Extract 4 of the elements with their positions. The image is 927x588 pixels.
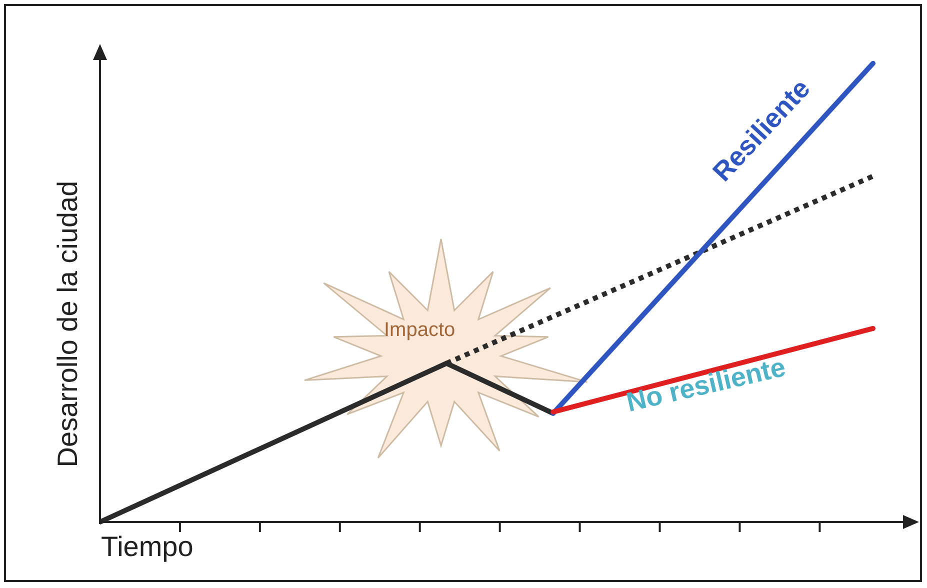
annotation: Impacto	[384, 319, 456, 342]
y-axis-title: Desarrollo de la ciudad	[52, 180, 84, 468]
text: No resiliente	[624, 352, 788, 418]
x-axis-title: Tiempo	[101, 531, 194, 563]
